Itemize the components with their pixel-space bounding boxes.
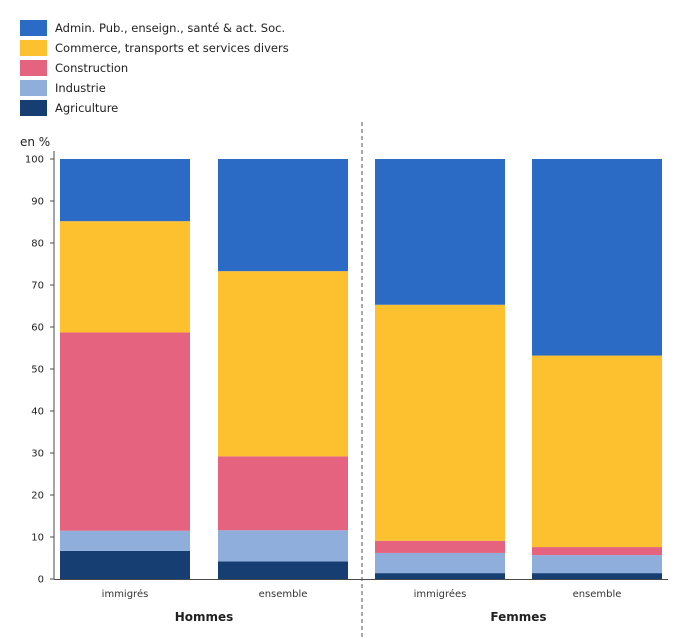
bar-segment-agriculture [375, 573, 505, 579]
bar-segment-commerce-transports-et-services-divers [218, 271, 348, 457]
bar-segment-agriculture [532, 573, 662, 579]
bar-segment-admin-pub-enseign-sant-act-soc [218, 159, 348, 272]
y-tick-label: 100 [25, 155, 44, 166]
legend-item: Agriculture [20, 98, 289, 118]
legend-item: Commerce, transports et services divers [20, 38, 289, 58]
legend-label: Construction [55, 61, 129, 75]
y-tick-label: 80 [31, 239, 44, 250]
y-tick-label: 70 [31, 281, 44, 292]
bar-segment-commerce-transports-et-services-divers [60, 221, 190, 333]
bar-segment-admin-pub-enseign-sant-act-soc [375, 159, 505, 305]
legend-swatch [20, 60, 47, 76]
bar-segment-construction [532, 547, 662, 556]
legend-swatch [20, 80, 47, 96]
legend-label: Admin. Pub., enseign., santé & act. Soc. [55, 21, 286, 35]
y-tick-label: 20 [31, 491, 44, 502]
bar-segment-commerce-transports-et-services-divers [375, 304, 505, 541]
bar-segment-industrie [218, 530, 348, 562]
legend-label: Agriculture [55, 101, 119, 115]
x-tick-label: ensemble [573, 589, 622, 600]
bar-segment-industrie [532, 555, 662, 574]
y-tick-label: 90 [31, 197, 44, 208]
legend-label: Commerce, transports et services divers [55, 41, 289, 55]
legend-item: Industrie [20, 78, 289, 98]
bar-segment-agriculture [218, 561, 348, 579]
y-tick-label: 40 [31, 407, 44, 418]
bar-segment-admin-pub-enseign-sant-act-soc [60, 159, 190, 222]
legend: Admin. Pub., enseign., santé & act. Soc.… [20, 18, 289, 118]
legend-swatch [20, 40, 47, 56]
y-tick-label: 50 [31, 365, 44, 376]
bar-segment-admin-pub-enseign-sant-act-soc [532, 159, 662, 356]
y-axis-label: en % [20, 135, 50, 149]
group-label: Hommes [175, 610, 234, 624]
y-tick-label: 10 [31, 533, 44, 544]
legend-label: Industrie [55, 81, 106, 95]
y-tick-label: 0 [38, 575, 44, 586]
x-tick-label: immigrés [102, 588, 149, 600]
bar-segment-construction [375, 540, 505, 553]
bar-segment-commerce-transports-et-services-divers [532, 355, 662, 548]
legend-item: Admin. Pub., enseign., santé & act. Soc. [20, 18, 289, 38]
bar-segment-agriculture [60, 550, 190, 579]
y-tick-label: 30 [31, 449, 44, 460]
legend-item: Construction [20, 58, 289, 78]
legend-swatch [20, 20, 47, 36]
bar-segment-industrie [60, 530, 190, 551]
bar-segment-industrie [375, 552, 505, 574]
y-tick-label: 60 [31, 323, 44, 334]
x-tick-label: ensemble [259, 589, 308, 600]
group-label: Femmes [490, 610, 546, 624]
x-tick-label: immigrées [414, 588, 467, 600]
legend-swatch [20, 100, 47, 116]
bar-segment-construction [60, 332, 190, 531]
bar-segment-construction [218, 456, 348, 531]
